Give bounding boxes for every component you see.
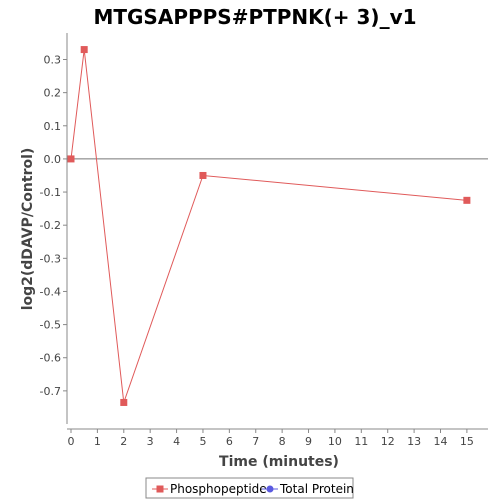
y-tick-label: -0.1 <box>40 186 61 199</box>
x-ticks: 0 1 2 3 4 5 6 7 8 9 10 11 12 13 14 15 <box>68 429 474 448</box>
x-tick-label: 7 <box>252 435 259 448</box>
series-group <box>67 46 471 406</box>
plot-area <box>67 33 488 424</box>
y-tick-label: -0.5 <box>40 319 61 332</box>
legend-label: Phosphopeptide <box>170 482 267 496</box>
legend-label: Total Protein <box>279 482 354 496</box>
y-tick-label: 0.2 <box>44 87 62 100</box>
x-tick-label: 11 <box>354 435 368 448</box>
legend-box <box>145 477 354 499</box>
x-tick-label: 2 <box>120 435 127 448</box>
x-tick-label: 15 <box>460 435 474 448</box>
legend-marker <box>156 485 164 493</box>
x-tick-label: 10 <box>328 435 342 448</box>
x-tick-label: 13 <box>407 435 421 448</box>
data-point <box>463 196 471 204</box>
y-tick-label: -0.3 <box>40 252 61 265</box>
x-tick-label: 4 <box>173 435 180 448</box>
x-axis-label: Time (minutes) <box>219 454 339 470</box>
y-tick-label: -0.2 <box>40 219 61 232</box>
y-tick-label: 0.1 <box>44 120 62 133</box>
y-tick-label: -0.7 <box>40 385 61 398</box>
data-point <box>199 171 207 179</box>
x-tick-label: 5 <box>199 435 206 448</box>
data-point <box>120 398 128 406</box>
x-tick-label: 12 <box>381 435 395 448</box>
y-tick-label: 0.3 <box>44 54 62 67</box>
chart-title: MTGSAPPPS#PTPNK(+ 3)_v1 <box>93 5 416 29</box>
y-tick-label: -0.4 <box>40 285 61 298</box>
legend: Phosphopeptide Total Protein <box>145 477 354 499</box>
y-ticks: 0.3 0.2 0.1 0.0 -0.1 -0.2 -0.3 -0.4 -0.5 -0.6 -0.7 <box>40 54 67 398</box>
x-tick-label: 9 <box>305 435 312 448</box>
y-tick-label: -0.6 <box>40 352 61 365</box>
data-point <box>67 155 75 163</box>
x-tick-label: 6 <box>226 435 233 448</box>
data-point <box>80 46 88 54</box>
x-tick-label: 1 <box>94 435 101 448</box>
x-tick-label: 0 <box>68 435 75 448</box>
y-tick-label: 0.0 <box>44 153 62 166</box>
legend-marker <box>266 485 274 493</box>
y-axis-label: log2(dDAVP/Control) <box>20 148 36 311</box>
x-tick-label: 14 <box>433 435 447 448</box>
x-tick-label: 3 <box>147 435 154 448</box>
x-tick-label: 8 <box>279 435 286 448</box>
